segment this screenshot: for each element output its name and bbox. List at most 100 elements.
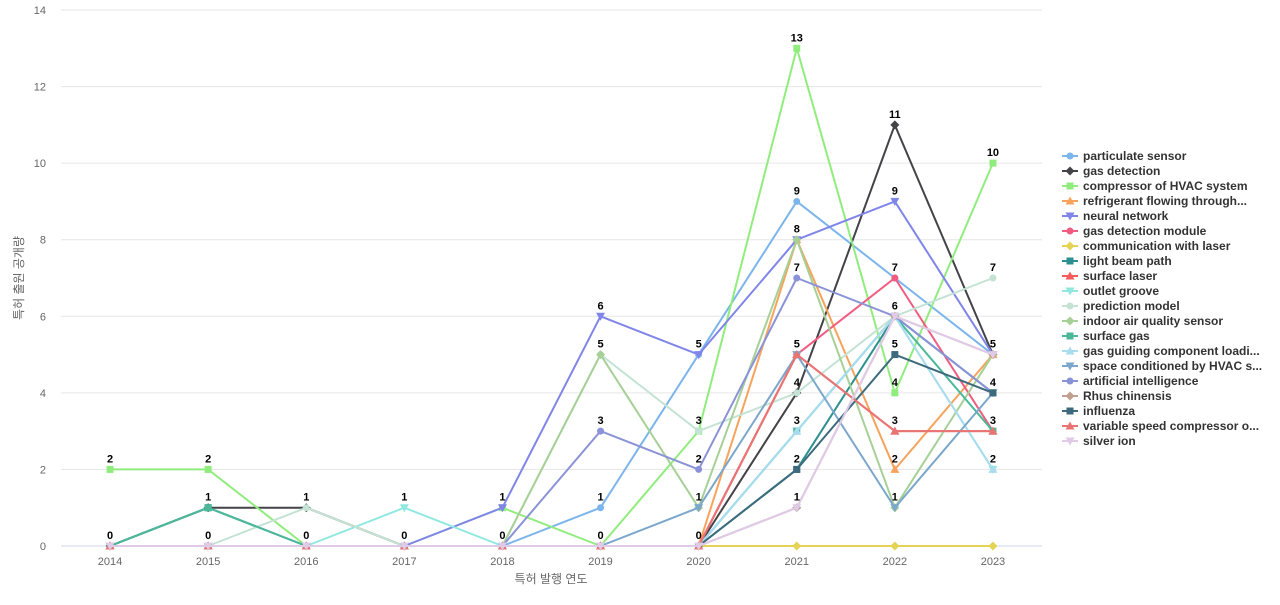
data-label: 6 [892, 300, 898, 312]
series [105, 312, 998, 551]
y-tick-label: 0 [40, 541, 46, 553]
series [105, 197, 998, 551]
data-label: 0 [205, 530, 211, 542]
legend-marker [1065, 241, 1075, 251]
data-label: 0 [696, 530, 702, 542]
series-line [110, 47, 994, 547]
y-tick-label: 12 [34, 82, 46, 94]
x-tick-label: 2016 [294, 556, 318, 568]
legend-label: Rhus chinensis [1083, 389, 1172, 403]
data-label: 0 [107, 530, 113, 542]
data-point [890, 541, 900, 551]
legend-marker [1066, 377, 1074, 385]
y-tick-label: 14 [34, 5, 46, 17]
legend-item[interactable]: neural network [1062, 209, 1169, 223]
data-label: 5 [696, 339, 702, 351]
series-line [109, 123, 994, 547]
data-point [399, 504, 409, 513]
series-line [110, 315, 994, 547]
legend-label: compressor of HVAC system [1083, 179, 1248, 193]
y-tick-label: 6 [40, 311, 46, 323]
legend-item[interactable]: communication with laser [1062, 239, 1231, 253]
data-label: 1 [205, 492, 211, 504]
legend-item[interactable]: gas guiding component loadi... [1062, 344, 1260, 358]
series [105, 120, 998, 551]
data-label: 5 [892, 339, 898, 351]
legend-item[interactable]: particulate sensor [1062, 149, 1187, 163]
series-line [110, 315, 994, 547]
legend-marker [1065, 166, 1075, 176]
data-point [694, 504, 704, 513]
legend-label: gas detection [1083, 164, 1160, 178]
data-point [695, 465, 703, 473]
data-point [989, 389, 997, 397]
legend-marker [1065, 271, 1075, 280]
series [105, 311, 998, 550]
legend-label: surface laser [1083, 269, 1157, 283]
x-tick-label: 2023 [981, 556, 1005, 568]
legend-item[interactable]: artificial intelligence [1062, 374, 1199, 388]
legend-item[interactable]: light beam path [1062, 254, 1172, 268]
data-point [204, 504, 212, 512]
data-label: 7 [990, 262, 996, 274]
data-label: 2 [696, 453, 702, 465]
data-point [596, 350, 606, 360]
data-label: 5 [597, 339, 603, 351]
series [105, 312, 998, 551]
legend-item[interactable]: surface laser [1062, 269, 1157, 283]
legend-item[interactable]: prediction model [1062, 299, 1180, 313]
legend-marker [1065, 316, 1075, 326]
data-point [597, 504, 605, 512]
data-label: 1 [696, 492, 702, 504]
legend-item[interactable]: silver ion [1062, 434, 1136, 448]
grid-layer [61, 9, 1042, 547]
x-tick-label: 2021 [785, 556, 809, 568]
data-point [596, 312, 606, 321]
data-label: 3 [696, 415, 702, 427]
legend-item[interactable]: Rhus chinensis [1062, 389, 1172, 403]
legend-label: gas guiding component loadi... [1083, 344, 1260, 358]
data-point [793, 389, 801, 397]
legend-item[interactable]: compressor of HVAC system [1062, 179, 1248, 193]
y-tick-label: 2 [40, 464, 46, 476]
series-line [110, 200, 994, 547]
legend-item[interactable]: gas detection module [1062, 224, 1207, 238]
legend-item[interactable]: refrigerant flowing through... [1062, 194, 1247, 208]
data-label: 1 [499, 492, 505, 504]
legend-item[interactable]: variable speed compressor o... [1062, 419, 1259, 433]
series-line [109, 315, 994, 547]
legend-marker [1066, 152, 1074, 160]
x-axis-title: 특허 발행 연도 [515, 571, 588, 586]
data-label: 9 [794, 185, 800, 197]
data-point [399, 542, 409, 551]
data-point [890, 197, 900, 206]
data-label: 1 [794, 492, 800, 504]
data-point [497, 504, 507, 513]
data-point [302, 504, 310, 512]
legend-item[interactable]: outlet groove [1062, 284, 1159, 298]
data-label: 5 [794, 339, 800, 351]
legend-label: prediction model [1083, 299, 1180, 313]
series [106, 312, 997, 550]
legend-item[interactable]: influenza [1062, 404, 1135, 418]
legend-item[interactable]: gas detection [1062, 164, 1160, 178]
data-point [890, 426, 900, 435]
legend-item[interactable]: surface gas [1062, 329, 1150, 343]
data-label: 7 [794, 262, 800, 274]
data-label: 4 [794, 377, 801, 389]
data-label: 1 [597, 492, 603, 504]
legend-label: surface gas [1083, 329, 1150, 343]
data-point [792, 350, 802, 359]
legend-item[interactable]: space conditioned by HVAC s... [1062, 359, 1262, 373]
data-label: 0 [499, 530, 505, 542]
data-point [890, 464, 900, 473]
data-point [497, 542, 507, 551]
data-point [597, 427, 605, 435]
data-point [793, 465, 801, 473]
legend-marker [1065, 437, 1075, 446]
legend-label: indoor air quality sensor [1083, 314, 1223, 328]
legend-marker [1065, 196, 1075, 205]
legend-item[interactable]: indoor air quality sensor [1062, 314, 1223, 328]
x-tick-label: 2022 [883, 556, 907, 568]
